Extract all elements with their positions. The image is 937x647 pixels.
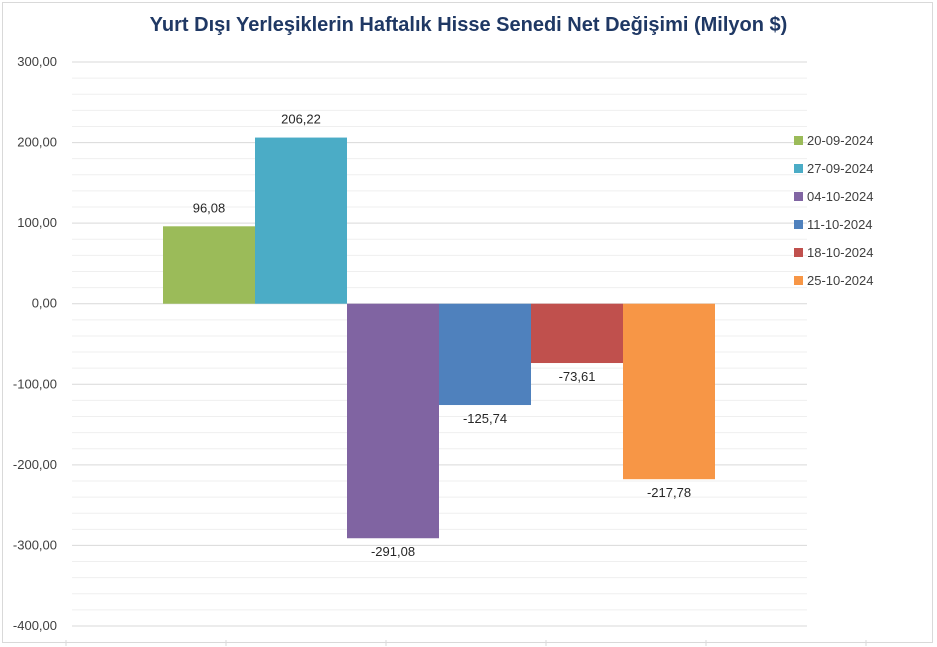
chart-title: Yurt Dışı Yerleşiklerin Haftalık Hisse S… [149,14,788,36]
legend-label: 20-09-2024 [807,133,874,148]
legend-swatch [794,220,803,229]
y-tick-label: -300,00 [13,537,57,552]
y-tick-label: -200,00 [13,457,57,472]
y-tick-label: 200,00 [17,135,57,150]
legend-label: 18-10-2024 [807,245,874,260]
legend-label: 27-09-2024 [807,161,874,176]
data-label: -73,61 [559,369,596,384]
bar-11-10-2024 [439,303,531,406]
data-label: -217,78 [647,485,691,500]
y-tick-label: 100,00 [17,215,57,230]
legend-swatch [794,136,803,145]
bar-04-10-2024 [347,303,439,539]
y-tick-label: -100,00 [13,376,57,391]
bar-27-09-2024 [255,137,347,304]
bar-25-10-2024 [623,303,715,480]
data-label: -291,08 [371,544,415,559]
legend-swatch [794,276,803,285]
legend-label: 11-10-2024 [807,217,873,232]
legend-swatch [794,248,803,257]
data-label: 206,22 [281,112,321,127]
data-label: -125,74 [463,411,507,426]
bar-18-10-2024 [531,303,623,364]
legend-label: 04-10-2024 [807,189,874,204]
data-label: 96,08 [193,200,226,215]
legend-label: 25-10-2024 [807,273,874,288]
y-tick-label: 0,00 [32,296,57,311]
legend-swatch [794,192,803,201]
y-tick-label: 300,00 [17,54,57,69]
y-tick-label: -400,00 [13,618,57,633]
legend-swatch [794,164,803,173]
bar-20-09-2024 [163,226,255,304]
